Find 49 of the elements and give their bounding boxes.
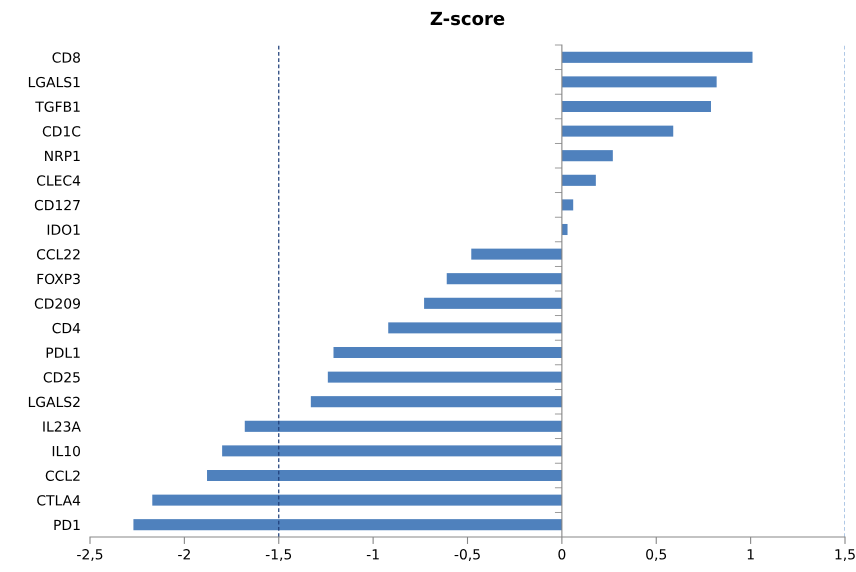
bar (310, 396, 562, 408)
y-tick-label: PD1 (54, 520, 80, 530)
bar (333, 346, 562, 358)
bar (446, 273, 562, 284)
x-tick-label: -2,5 (77, 549, 102, 561)
y-tick-label: LGALS2 (28, 396, 80, 408)
bar (133, 519, 562, 530)
y-tick-label: FOXP3 (38, 274, 80, 284)
y-tick-label: IL10 (52, 446, 80, 456)
bar (152, 494, 562, 506)
y-tick-label: CD4 (52, 322, 80, 334)
bar (562, 100, 711, 112)
y-tick-label: CD1C (42, 126, 80, 137)
x-tick-label: -1,5 (266, 549, 292, 561)
x-tick-label: -1 (366, 549, 379, 560)
bar (222, 445, 562, 456)
x-tick-label: 1,5 (835, 549, 855, 561)
bar (562, 174, 596, 186)
bar (562, 76, 717, 88)
bar (388, 322, 562, 334)
y-tick-label: CD209 (34, 298, 80, 309)
y-tick-label: CCL2 (46, 470, 80, 481)
bar (562, 150, 613, 162)
y-tick-label: CD25 (44, 372, 80, 383)
bar (328, 372, 562, 383)
y-tick-label: CLEC4 (36, 175, 80, 186)
bar (471, 248, 562, 260)
y-tick-label: NRP1 (45, 150, 80, 161)
y-tick-label: PDL1 (46, 348, 80, 358)
y-tick-label: CTLA4 (37, 495, 80, 506)
y-tick-label: TGFB1 (35, 101, 80, 112)
y-tick-label: IL23A (43, 421, 81, 432)
y-tick-label: CCL22 (36, 249, 80, 260)
y-tick-label: LGALS1 (28, 76, 80, 88)
y-tick-label: CD127 (34, 200, 80, 210)
x-tick-label: 1 (748, 549, 754, 560)
y-tick-label: CD8 (52, 52, 80, 63)
bar (244, 420, 562, 432)
bar (207, 470, 562, 482)
bar (562, 126, 674, 137)
y-tick-label: IDO1 (48, 224, 80, 235)
bar (424, 298, 562, 309)
x-tick-label: -2 (178, 549, 190, 560)
bar (562, 199, 574, 210)
x-tick-label: 0 (558, 549, 566, 560)
chart-title: Z-score (430, 12, 504, 26)
x-tick-label: 0,5 (646, 549, 666, 561)
bar (562, 52, 753, 63)
x-tick-label: -0,5 (454, 549, 480, 561)
